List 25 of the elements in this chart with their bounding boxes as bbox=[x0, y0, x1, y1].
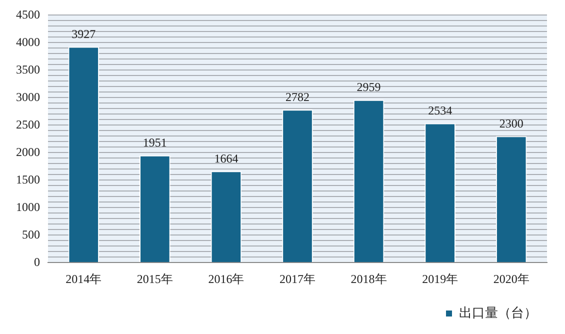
x-tick-label: 2019年 bbox=[422, 272, 458, 286]
y-tick-label: 4500 bbox=[16, 7, 40, 22]
data-label: 3927 bbox=[72, 26, 96, 41]
x-tick-label: 2014年 bbox=[66, 272, 102, 286]
x-tick-label: 2020年 bbox=[493, 272, 530, 286]
data-label: 2300 bbox=[499, 116, 524, 130]
y-tick-label: 4000 bbox=[16, 34, 40, 49]
data-label: 1951 bbox=[142, 135, 167, 150]
y-tick-label: 3500 bbox=[16, 62, 40, 76]
x-tick-label: 2016年 bbox=[208, 272, 244, 286]
data-label: 2534 bbox=[428, 103, 452, 118]
y-tick-label: 2000 bbox=[16, 144, 40, 159]
y-tick-label: 3000 bbox=[16, 90, 40, 104]
x-tick-label: 2017年 bbox=[280, 272, 316, 286]
data-label: 1664 bbox=[214, 151, 238, 166]
y-tick-label: 500 bbox=[22, 227, 40, 242]
data-label: 2782 bbox=[286, 90, 310, 104]
y-tick-label: 1500 bbox=[16, 172, 40, 186]
y-tick-label: 0 bbox=[34, 254, 40, 269]
data-label: 2959 bbox=[356, 80, 381, 94]
x-tick-label: 2015年 bbox=[136, 272, 173, 286]
y-tick-label: 1000 bbox=[16, 200, 40, 214]
y-tick-label: 2500 bbox=[16, 117, 40, 132]
x-tick-label: 2018年 bbox=[350, 272, 387, 286]
legend-label: 出口量（台） bbox=[459, 306, 537, 321]
